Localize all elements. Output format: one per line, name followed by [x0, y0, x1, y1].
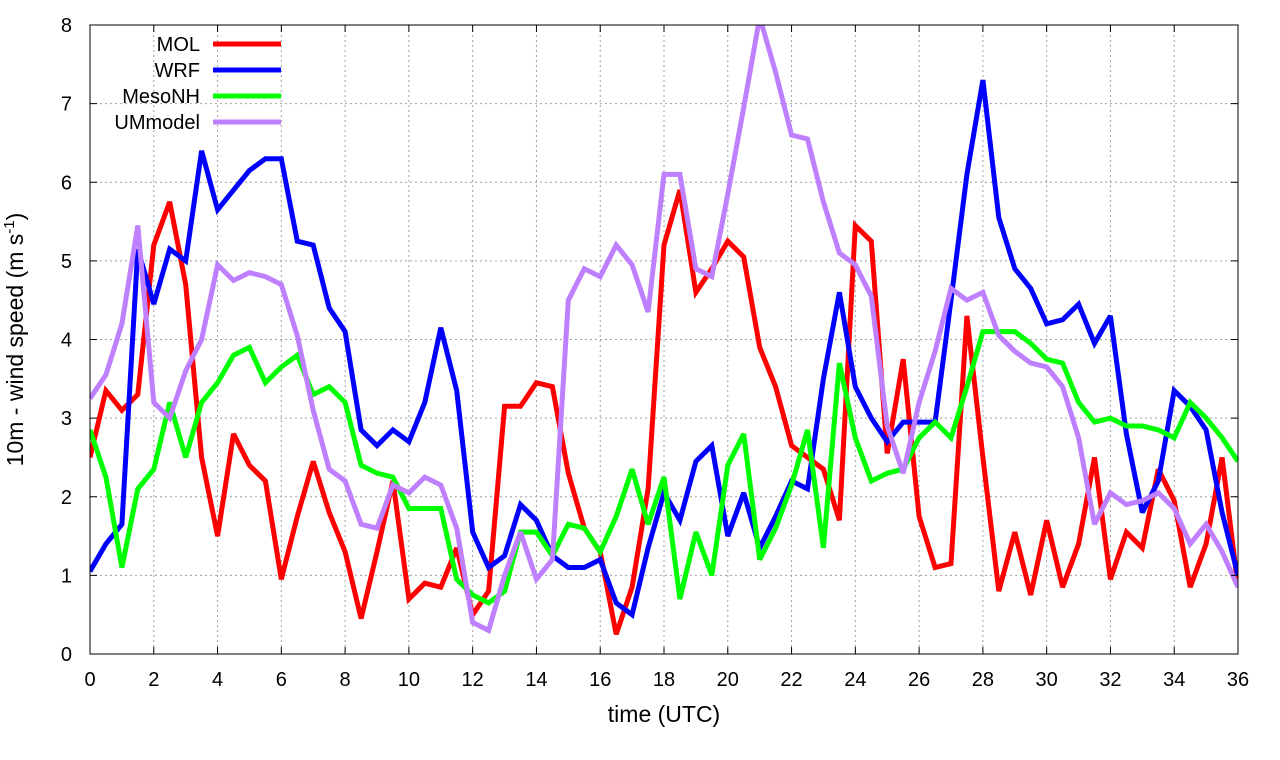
axis-ticks	[89, 24, 1239, 655]
y-tick-label: 6	[61, 172, 72, 194]
x-tick-label: 2	[148, 669, 159, 691]
y-tick-label: 0	[61, 644, 72, 666]
x-tick-label: 24	[844, 669, 866, 691]
x-tick-label: 22	[780, 669, 802, 691]
y-tick-label: 5	[61, 251, 72, 273]
x-tick-label: 6	[276, 669, 287, 691]
y-tick-label: 4	[61, 330, 72, 352]
y-axis-title-close: )	[2, 213, 28, 221]
x-tick-label: 36	[1227, 669, 1249, 691]
y-tick-labels: 0 1 2 3 4 5 6 7 8	[61, 15, 72, 666]
x-tick-label: 10	[398, 669, 420, 691]
x-tick-label: 0	[84, 669, 95, 691]
x-tick-label: 28	[972, 669, 994, 691]
y-tick-label: 2	[61, 487, 72, 509]
series-line-mesonh	[90, 329, 1238, 606]
x-tick-label: 12	[462, 669, 484, 691]
x-tick-label: 34	[1163, 669, 1185, 691]
x-tick-label: 16	[589, 669, 611, 691]
x-tick-labels: 0 2 4 6 8 10 12 14 16 18 20 22 24 26 28 30 32 34 36	[84, 669, 1249, 691]
y-axis-title-main: 10m - wind speed (m s	[2, 234, 28, 467]
legend-label-mesonh: MesoNH	[122, 86, 200, 108]
x-tick-label: 20	[717, 669, 739, 691]
legend-label-mol: MOL	[157, 34, 200, 56]
series-line-mol	[90, 189, 1238, 636]
legend-label-wrf: WRF	[154, 60, 200, 82]
series-line-ummodel	[90, 25, 1238, 634]
y-tick-label: 1	[61, 565, 72, 587]
y-axis-title: 10m - wind speed (m s-1)	[1, 213, 28, 467]
x-tick-label: 4	[212, 669, 223, 691]
y-tick-label: 7	[61, 94, 72, 116]
x-tick-label: 18	[653, 669, 675, 691]
grid	[89, 24, 1239, 655]
legend-label-ummodel: UMmodel	[114, 112, 200, 134]
y-tick-label: 8	[61, 15, 72, 37]
x-tick-label: 14	[525, 669, 547, 691]
y-tick-label: 3	[61, 408, 72, 430]
x-tick-label: 26	[908, 669, 930, 691]
legend: MOL WRF MesoNH UMmodel	[114, 34, 281, 134]
x-tick-label: 8	[340, 669, 351, 691]
y-axis-title-superscript: -1	[1, 220, 18, 233]
series-lines	[90, 25, 1238, 636]
x-axis-title: time (UTC)	[608, 701, 720, 727]
x-tick-label: 30	[1036, 669, 1058, 691]
x-tick-label: 32	[1099, 669, 1121, 691]
